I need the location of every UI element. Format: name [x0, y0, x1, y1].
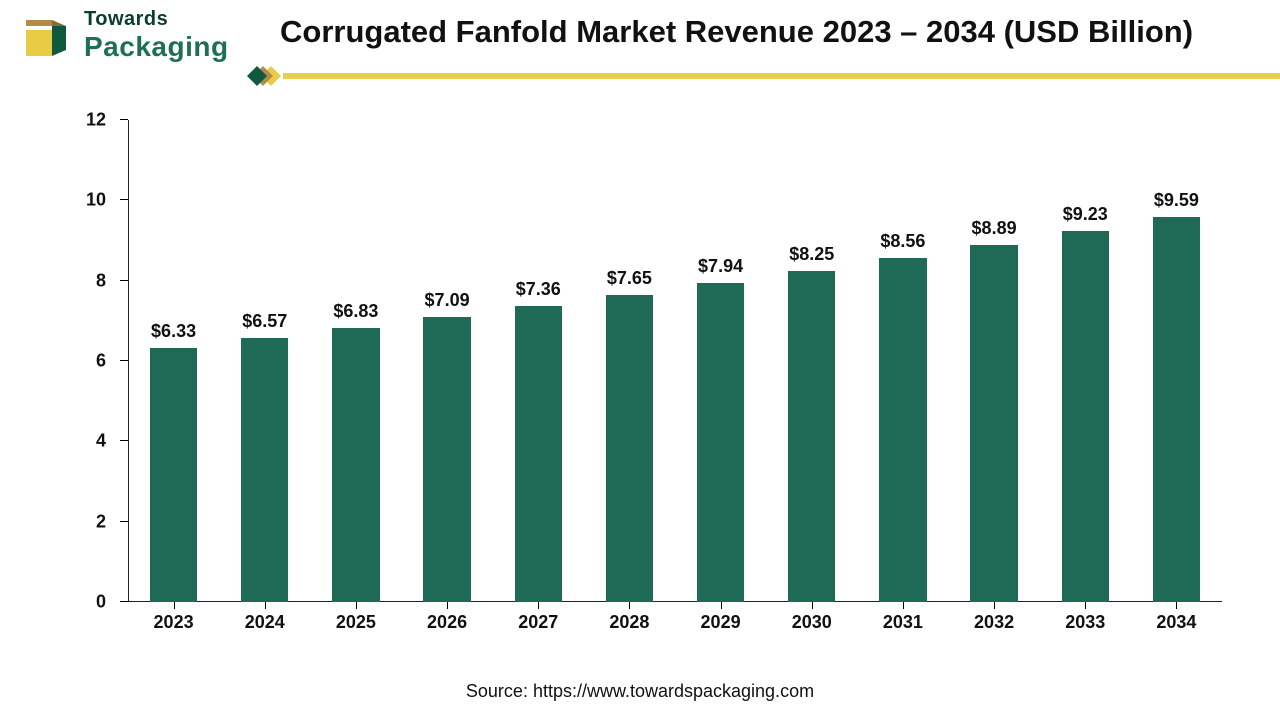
y-tick-label: 0 — [50, 592, 106, 613]
bar-value-label: $8.89 — [949, 218, 1040, 239]
bar — [332, 328, 379, 602]
bar-value-label: $9.23 — [1040, 204, 1131, 225]
bar — [150, 348, 197, 602]
title-rule — [247, 60, 1280, 92]
brand-towards: Towards — [84, 8, 229, 31]
chart-title: Corrugated Fanfold Market Revenue 2023 –… — [280, 14, 1193, 50]
y-tick-mark — [120, 360, 128, 361]
y-tick-label: 8 — [50, 270, 106, 291]
bar-slot: $9.592034 — [1131, 120, 1222, 602]
y-tick-mark — [120, 119, 128, 120]
y-tick-mark — [120, 601, 128, 602]
x-tick-mark — [1176, 602, 1177, 609]
bar — [241, 338, 288, 602]
x-tick-mark — [538, 602, 539, 609]
x-tick-mark — [994, 602, 995, 609]
bar-slot: $7.652028 — [584, 120, 675, 602]
y-tick-mark — [120, 199, 128, 200]
bar — [788, 271, 835, 602]
x-category-label: 2032 — [949, 612, 1040, 633]
bar-slot: $8.562031 — [857, 120, 948, 602]
x-category-label: 2033 — [1040, 612, 1131, 633]
bars-container: $6.332023$6.572024$6.832025$7.092026$7.3… — [128, 120, 1222, 602]
bar-value-label: $7.65 — [584, 268, 675, 289]
y-tick-mark — [120, 280, 128, 281]
x-tick-mark — [265, 602, 266, 609]
bar — [970, 245, 1017, 602]
rule-line — [283, 73, 1280, 79]
y-tick-label: 2 — [50, 511, 106, 532]
y-tick-label: 6 — [50, 351, 106, 372]
bar-slot: $6.332023 — [128, 120, 219, 602]
bar-slot: $7.942029 — [675, 120, 766, 602]
y-tick-label: 12 — [50, 110, 106, 131]
x-tick-mark — [903, 602, 904, 609]
bar-value-label: $6.83 — [310, 301, 401, 322]
x-category-label: 2028 — [584, 612, 675, 633]
bar-slot: $9.232033 — [1040, 120, 1131, 602]
bar — [606, 295, 653, 602]
bar-value-label: $9.59 — [1131, 190, 1222, 211]
x-category-label: 2026 — [402, 612, 493, 633]
bar — [423, 317, 470, 602]
source-citation: Source: https://www.towardspackaging.com — [0, 681, 1280, 702]
bar-value-label: $6.57 — [219, 311, 310, 332]
x-tick-mark — [812, 602, 813, 609]
bar-value-label: $6.33 — [128, 321, 219, 342]
x-category-label: 2031 — [857, 612, 948, 633]
x-category-label: 2034 — [1131, 612, 1222, 633]
bar-value-label: $8.56 — [857, 231, 948, 252]
bar — [1153, 217, 1200, 602]
x-tick-mark — [447, 602, 448, 609]
bar-value-label: $7.36 — [493, 279, 584, 300]
brand-text: Towards Packaging — [84, 8, 229, 63]
x-tick-mark — [356, 602, 357, 609]
x-tick-mark — [721, 602, 722, 609]
bar — [879, 258, 926, 602]
x-category-label: 2030 — [766, 612, 857, 633]
bar-slot: $6.832025 — [310, 120, 401, 602]
bar-value-label: $8.25 — [766, 244, 857, 265]
bar-slot: $6.572024 — [219, 120, 310, 602]
x-category-label: 2023 — [128, 612, 219, 633]
bar-slot: $7.092026 — [402, 120, 493, 602]
brand-packaging: Packaging — [84, 31, 229, 63]
x-category-label: 2027 — [493, 612, 584, 633]
brand-mark-icon — [22, 10, 74, 62]
x-tick-mark — [174, 602, 175, 609]
bar — [697, 283, 744, 602]
y-tick-label: 10 — [50, 190, 106, 211]
bar-slot: $8.252030 — [766, 120, 857, 602]
x-category-label: 2024 — [219, 612, 310, 633]
x-category-label: 2029 — [675, 612, 766, 633]
revenue-bar-chart: 024681012 $6.332023$6.572024$6.832025$7.… — [50, 110, 1240, 650]
y-tick-mark — [120, 440, 128, 441]
plot-area: $6.332023$6.572024$6.832025$7.092026$7.3… — [128, 120, 1222, 602]
bar-slot: $7.362027 — [493, 120, 584, 602]
x-tick-mark — [629, 602, 630, 609]
bar-value-label: $7.09 — [402, 290, 493, 311]
bar-slot: $8.892032 — [949, 120, 1040, 602]
bar — [515, 306, 562, 602]
x-tick-mark — [1085, 602, 1086, 609]
x-category-label: 2025 — [310, 612, 401, 633]
y-axis: 024681012 — [50, 120, 128, 602]
brand-logo: Towards Packaging — [22, 8, 229, 63]
bar — [1062, 231, 1109, 602]
bar-value-label: $7.94 — [675, 256, 766, 277]
page: Towards Packaging Corrugated Fanfold Mar… — [0, 0, 1280, 720]
y-tick-mark — [120, 521, 128, 522]
y-tick-label: 4 — [50, 431, 106, 452]
